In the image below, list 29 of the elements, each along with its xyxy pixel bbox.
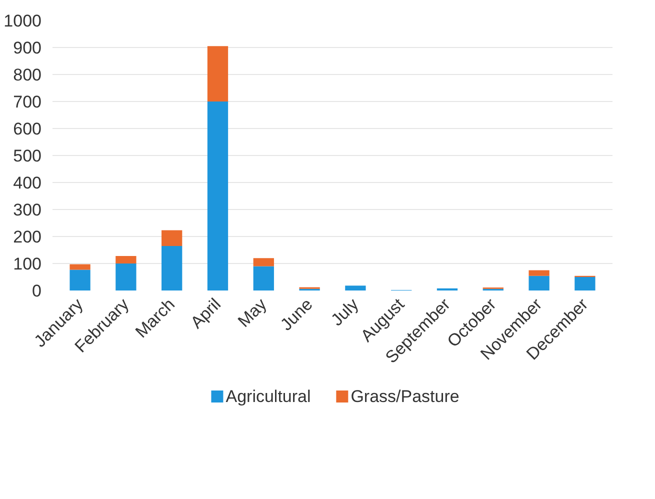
y-tick-label: 600 [13,120,42,138]
bar [116,264,136,290]
y-tick-label: 0 [32,282,42,300]
bar [253,258,274,266]
y-tick-label: 1000 [4,12,42,30]
bar [528,270,550,276]
y-tick-label: 300 [13,200,42,220]
legend-label: Grass/Pasture [350,387,460,406]
y-tick-label: 800 [13,66,42,84]
bar [162,246,182,290]
bar [70,264,90,270]
y-tick-label: 500 [13,146,42,166]
bar [528,276,550,290]
y-tick-label: 100 [13,254,42,274]
x-tick-label: May [234,294,271,331]
bar [253,266,274,290]
legend-label: Agricultural [226,387,311,406]
y-tick-label: 700 [13,92,42,112]
bar [345,286,366,290]
bar [116,256,136,264]
bar [574,277,596,290]
y-tick-label: 200 [13,228,42,246]
bar [162,230,182,246]
y-tick-label: 400 [13,174,42,192]
bar [207,102,228,290]
x-tick-label: July [327,294,363,330]
bar [70,270,90,290]
bar [207,46,228,102]
y-tick-label: 900 [13,38,42,58]
